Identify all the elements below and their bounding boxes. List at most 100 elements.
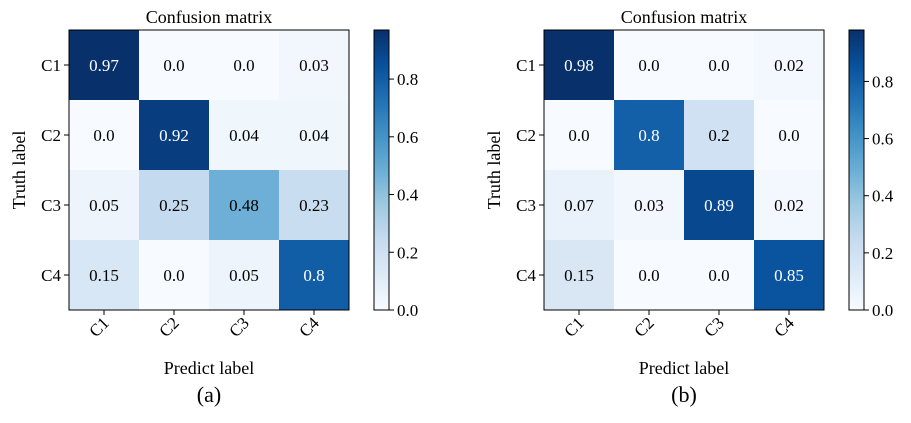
colorbar-frame: [373, 29, 390, 311]
heatmap-cell: [69, 170, 139, 240]
cell-value-label: 0.0: [163, 56, 184, 75]
x-tick-label: C3: [225, 313, 252, 340]
colorbar-tick-label: 0.0: [872, 301, 893, 320]
heatmap-cell: [279, 240, 349, 310]
colorbar-tick-label: 0.6: [397, 128, 418, 147]
cell-value-label: 0.85: [774, 266, 804, 285]
cell-value-label: 0.0: [778, 126, 799, 145]
y-axis-label: Truth label: [9, 131, 29, 210]
panel-label: (a): [197, 382, 221, 407]
y-tick-label: C4: [41, 266, 61, 285]
cell-value-label: 0.15: [89, 266, 119, 285]
cell-value-label: 0.2: [708, 126, 729, 145]
colorbar: [374, 30, 389, 310]
y-tick-label: C3: [516, 196, 536, 215]
heatmap-cell: [614, 240, 684, 310]
y-tick-label: C2: [41, 126, 61, 145]
y-tick-label: C1: [516, 56, 536, 75]
cell-value-label: 0.07: [564, 196, 594, 215]
heatmap-cell: [209, 30, 279, 100]
cell-value-label: 0.02: [774, 196, 804, 215]
chart-title: Confusion matrix: [621, 7, 748, 27]
heatmap-cell: [684, 170, 754, 240]
cell-value-label: 0.0: [163, 266, 184, 285]
cell-value-label: 0.05: [89, 196, 119, 215]
cell-value-label: 0.25: [159, 196, 189, 215]
heatmap-cell: [544, 170, 614, 240]
cell-value-label: 0.04: [299, 126, 329, 145]
colorbar-tick-label: 0.8: [397, 70, 418, 89]
colorbar-tick-label: 0.2: [397, 243, 418, 262]
confusion-matrix-panel-b: 0.98 0.0 0.0 0.02 0.0 0.8 0.2 0.0 0.07 0.03 0.89 0.…: [484, 7, 894, 407]
cell-value-label: 0.89: [704, 196, 734, 215]
colorbar-tick-label: 0.8: [872, 72, 893, 91]
heatmap-cell: [279, 30, 349, 100]
heatmap-frame: [543, 29, 825, 311]
cell-value-label: 0.48: [229, 196, 259, 215]
heatmap-cell: [139, 240, 209, 310]
heatmap-cell: [139, 170, 209, 240]
cell-value-label: 0.8: [303, 266, 324, 285]
x-tick-label: C4: [295, 313, 323, 341]
y-tick-label: C4: [516, 266, 536, 285]
heatmap-cell: [69, 240, 139, 310]
heatmap-cell: [139, 30, 209, 100]
colorbar: [849, 30, 864, 310]
cell-value-label: 0.97: [89, 56, 119, 75]
panel-label: (b): [671, 382, 697, 407]
colorbar-frame: [848, 29, 865, 311]
y-tick-label: C2: [516, 126, 536, 145]
heatmap-cell: [754, 170, 824, 240]
heatmap-cell: [209, 100, 279, 170]
colorbar-tick-label: 0.4: [397, 186, 419, 205]
cell-value-label: 0.05: [229, 266, 259, 285]
colorbar-tick-label: 0.4: [872, 187, 894, 206]
heatmap-cell: [614, 170, 684, 240]
x-axis-label: Predict label: [164, 358, 254, 378]
x-tick-label: C3: [700, 313, 727, 340]
cell-value-label: 0.0: [638, 56, 659, 75]
cell-value-label: 0.0: [708, 56, 729, 75]
cell-value-label: 0.23: [299, 196, 329, 215]
x-tick-label: C4: [770, 313, 798, 341]
y-tick-label: C3: [41, 196, 61, 215]
cell-value-label: 0.0: [568, 126, 589, 145]
heatmap-cell: [544, 240, 614, 310]
x-axis-label: Predict label: [639, 358, 729, 378]
cell-value-label: 0.8: [638, 126, 659, 145]
y-axis-label: Truth label: [484, 131, 504, 210]
cell-value-label: 0.98: [564, 56, 594, 75]
cell-value-label: 0.0: [233, 56, 254, 75]
heatmap-cell: [279, 170, 349, 240]
heatmap-cell: [684, 30, 754, 100]
heatmap-cell: [544, 100, 614, 170]
cell-value-label: 0.0: [638, 266, 659, 285]
x-tick-label: C2: [155, 313, 182, 340]
y-tick-label: C1: [41, 56, 61, 75]
cell-value-label: 0.15: [564, 266, 594, 285]
cell-value-label: 0.03: [299, 56, 329, 75]
x-tick-label: C1: [85, 313, 112, 340]
heatmap-cell: [139, 100, 209, 170]
cell-value-label: 0.03: [634, 196, 664, 215]
confusion-matrix-panel-a: 0.97 0.0 0.0 0.03 0.0 0.92 0.04 0.04 0.05 0.25 0.4…: [9, 7, 419, 407]
heatmap-cell: [614, 30, 684, 100]
cell-value-label: 0.0: [708, 266, 729, 285]
colorbar-tick-label: 0.0: [397, 301, 418, 320]
heatmap-cell: [754, 100, 824, 170]
colorbar-tick-label: 0.6: [872, 130, 893, 149]
heatmap-cell: [614, 100, 684, 170]
heatmap-cell: [209, 170, 279, 240]
x-tick-label: C2: [630, 313, 657, 340]
x-tick-label: C1: [560, 313, 587, 340]
heatmap-cell: [684, 100, 754, 170]
chart-title: Confusion matrix: [146, 7, 273, 27]
heatmap-cell: [279, 100, 349, 170]
cell-value-label: 0.04: [229, 126, 259, 145]
heatmap-cell: [209, 240, 279, 310]
heatmap-cell: [684, 240, 754, 310]
cell-value-label: 0.02: [774, 56, 804, 75]
heatmap-cell: [754, 30, 824, 100]
cell-value-label: 0.0: [93, 126, 114, 145]
